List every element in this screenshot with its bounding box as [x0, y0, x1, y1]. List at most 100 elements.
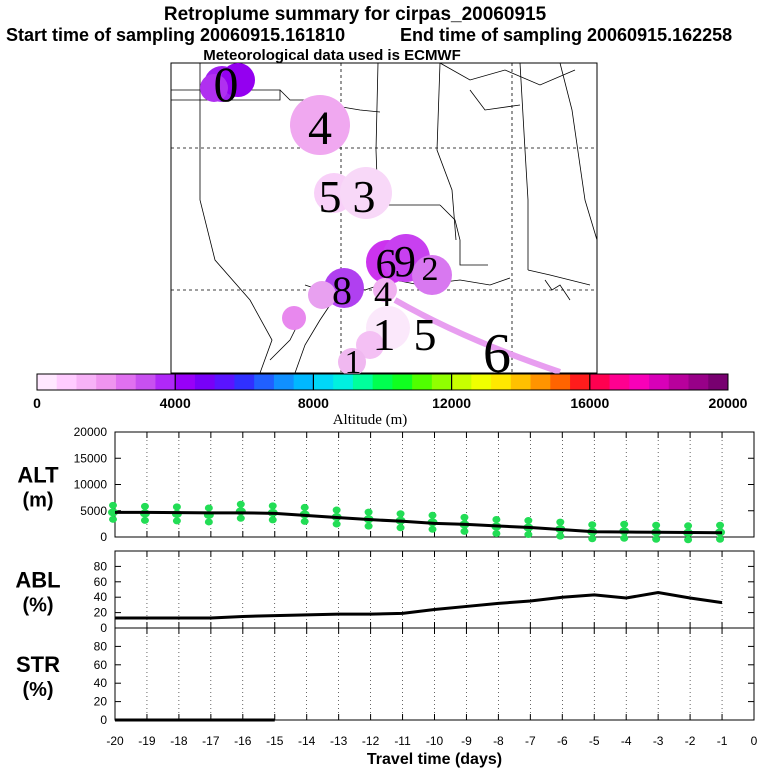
altitude-particle-point	[428, 511, 437, 519]
retroplume-map: 0 4 5 3 6 9 2 8 4 1 5 6 1	[170, 56, 598, 385]
y-tick-label: 0	[100, 713, 107, 727]
y-tick-label: 10000	[74, 478, 108, 492]
y-tick-label: 20000	[74, 425, 108, 439]
start-time-label: Start time of sampling 20060915.161810	[6, 25, 345, 45]
colorbar-swatch	[293, 374, 314, 390]
colorbar-swatch	[135, 374, 156, 390]
panel-frame	[114, 627, 755, 721]
altitude-mean-line	[115, 510, 723, 535]
altitude-particle-point	[172, 517, 181, 525]
panel-ylabel-unit: (m)	[22, 490, 53, 512]
altitude-particle-point	[140, 502, 149, 510]
altitude-particle-point	[492, 530, 501, 537]
x-tick-label: -15	[266, 734, 284, 748]
altitude-particle-point	[236, 514, 245, 522]
x-tick-label: -12	[362, 734, 380, 748]
plume-circle	[282, 306, 306, 330]
altitude-particle-point	[716, 521, 725, 529]
panel-ylabel-unit: (%)	[22, 595, 53, 617]
x-tick-label: -11	[394, 734, 411, 748]
colorbar-swatch	[96, 374, 117, 390]
end-time-label: End time of sampling 20060915.162258	[400, 25, 732, 45]
x-tick-label: -19	[138, 734, 156, 748]
altitude-particle-point	[140, 516, 149, 524]
figure-title: Retroplume summary for cirpas_20060915	[164, 4, 547, 25]
altitude-particle-point	[109, 515, 117, 523]
y-tick-label: 0	[100, 530, 107, 544]
plume-day-label: 2	[422, 251, 439, 288]
plume-circle	[200, 74, 228, 102]
colorbar-tick-label: 0	[33, 395, 41, 411]
colorbar-swatch	[372, 374, 393, 390]
altitude-particle-point	[684, 536, 693, 544]
y-tick-label: 40	[94, 676, 108, 690]
panel-str: 0 20 40 60 80 STR(%)	[16, 627, 755, 727]
panel-ylabel: STR	[16, 652, 60, 677]
plume-day-label: 8	[332, 268, 352, 313]
colorbar-label: Altitude (m)	[333, 412, 408, 428]
altitude-particle-point	[428, 525, 437, 533]
y-tick-label: 60	[94, 575, 108, 589]
y-tick-label: 80	[94, 639, 108, 653]
altitude-particle-point	[492, 516, 501, 523]
time-series-panels: 05000100001500020000ALT(m)020406080ABL(%…	[15, 425, 757, 768]
altitude-particle-point	[396, 524, 405, 532]
colorbar-swatch	[491, 374, 512, 390]
colorbar-swatch	[550, 374, 571, 390]
panel-ylabel: ALT	[17, 463, 59, 488]
colorbar-tick-label: 20000	[709, 395, 748, 411]
altitude-particle-point	[108, 508, 118, 517]
panel-alt: 0 5000 10000 15000 20000 ALT(m)	[17, 425, 755, 544]
y-tick-label: 15000	[74, 451, 108, 465]
altitude-particle-point	[109, 501, 117, 509]
x-tick-label: 0	[751, 734, 758, 748]
y-tick-label: 5000	[80, 504, 107, 518]
x-tick-label: -8	[493, 734, 504, 748]
colorbar-swatch	[451, 374, 472, 390]
met-data-label: Meteorological data used is ECMWF	[203, 47, 461, 64]
colorbar-swatch	[333, 374, 354, 390]
colorbar-swatch	[431, 374, 453, 390]
panel-ylabel-unit: (%)	[22, 679, 53, 701]
plume-day-label: 5	[319, 171, 342, 222]
altitude-particle-point	[460, 513, 469, 521]
x-tick-label: -1	[717, 734, 728, 748]
colorbar-swatch	[589, 374, 611, 390]
altitude-particle-point	[652, 521, 661, 529]
altitude-particle-point	[236, 500, 245, 508]
colorbar-swatch	[273, 374, 295, 390]
plume-circle	[340, 167, 392, 219]
x-tick-label: -5	[589, 734, 600, 748]
plume-circle	[373, 278, 397, 302]
x-axis-title: Travel time (days)	[367, 751, 502, 768]
plume-day-label: 4	[374, 274, 392, 314]
colorbar-swatch	[234, 374, 255, 390]
panel-ylabel: ABL	[15, 568, 60, 593]
plume-circle	[356, 331, 384, 359]
colorbar-swatch	[352, 374, 374, 390]
altitude-particle-point	[620, 534, 629, 542]
colorbar-tick-label: 8000	[298, 395, 329, 411]
x-tick-label: -16	[234, 734, 252, 748]
colorbar-tick-label: 4000	[160, 395, 191, 411]
altitude-particle-point	[364, 508, 373, 516]
colorbar-swatch	[708, 374, 729, 390]
x-tick-label: -7	[525, 734, 536, 748]
plume-day-label: 1	[373, 309, 396, 360]
altitude-particle-point	[556, 518, 565, 526]
colorbar-tick-label: 12000	[432, 395, 471, 411]
altitude-particle-point	[300, 517, 309, 525]
plume-circle	[221, 63, 255, 97]
plume-circle	[308, 281, 336, 309]
panel-frame	[114, 550, 755, 629]
plume-day-label: 5	[414, 309, 437, 360]
y-tick-label: 0	[100, 621, 107, 635]
altitude-particle-point	[620, 520, 629, 528]
plume-circle	[412, 255, 452, 295]
plume-path-trail	[393, 297, 561, 375]
colorbar-swatch	[668, 374, 690, 390]
y-tick-label: 20	[94, 695, 108, 709]
altitude-colorbar: 0 4000 8000 12000 16000 20000	[33, 373, 748, 411]
plume-day-label: 9	[394, 237, 416, 286]
y-tick-label: 40	[94, 590, 108, 604]
